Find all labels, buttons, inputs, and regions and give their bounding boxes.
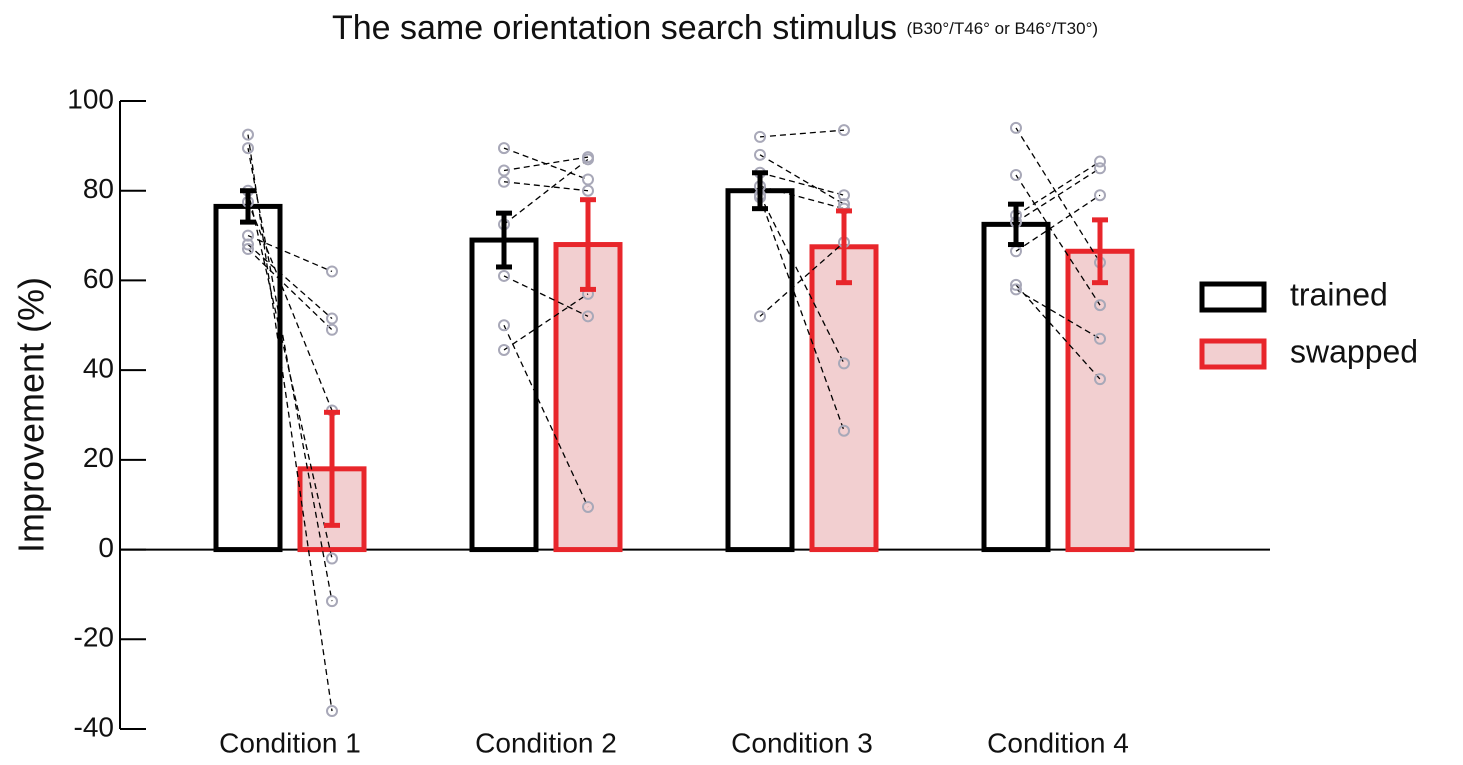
bar [809, 244, 879, 553]
subject-point [582, 310, 594, 323]
legend-swatch [1199, 281, 1267, 313]
error-bar [496, 210, 512, 270]
subject-line [1015, 161, 1101, 216]
bar [553, 242, 623, 553]
subject-line [1015, 127, 1101, 263]
subject-point [1010, 283, 1022, 296]
subject-line [503, 181, 589, 192]
error-bar [240, 188, 256, 225]
subject-line [247, 147, 333, 602]
subject-point [1094, 162, 1106, 175]
error-bar [836, 208, 852, 286]
subject-line [1015, 284, 1101, 380]
subject-point [326, 265, 338, 278]
subject-line [247, 234, 333, 273]
subject-point [754, 148, 766, 161]
subject-point [242, 128, 254, 141]
subject-point [582, 500, 594, 513]
subject-line [1015, 288, 1101, 340]
y-tick-label: 60 [83, 263, 114, 294]
subject-point [754, 310, 766, 323]
subject-point [498, 269, 510, 282]
subject-point [498, 343, 510, 356]
y-tick-label: -40 [74, 711, 114, 742]
y-tick-label: 100 [67, 83, 114, 114]
subject-point [326, 323, 338, 336]
y-tick-label: 0 [98, 532, 114, 563]
subject-point [1094, 155, 1106, 168]
bar [725, 188, 795, 553]
subject-line [503, 293, 589, 351]
subject-line [503, 275, 589, 317]
bar [1065, 248, 1135, 553]
subject-point [498, 175, 510, 188]
subject-point [498, 319, 510, 332]
x-tick-label: Condition 2 [475, 727, 617, 758]
subject-point [242, 142, 254, 155]
subject-point [1094, 373, 1106, 386]
subject-line [247, 190, 333, 559]
error-bar [752, 170, 768, 212]
subject-line [1015, 194, 1101, 252]
bar [981, 221, 1051, 553]
subject-line [759, 154, 845, 205]
subject-line [759, 129, 845, 138]
legend-label: swapped [1290, 333, 1418, 369]
subject-line [247, 244, 333, 320]
subject-point [498, 142, 510, 155]
subject-point [498, 164, 510, 177]
subject-point [582, 173, 594, 186]
error-bar [1092, 217, 1108, 286]
subject-point [326, 705, 338, 718]
subject-point [838, 124, 850, 137]
subject-point [326, 312, 338, 325]
subject-line [503, 158, 589, 225]
subject-line [247, 201, 333, 411]
y-tick-label: 20 [83, 442, 114, 473]
subject-point [242, 243, 254, 256]
subject-line [759, 185, 845, 210]
x-tick-label: Condition 3 [731, 727, 873, 758]
subject-point [754, 130, 766, 143]
error-bar [324, 409, 340, 528]
y-axis-label: Improvement (%) [11, 277, 52, 553]
subject-line [759, 172, 845, 196]
subject-line [1015, 174, 1101, 306]
subject-point [326, 595, 338, 608]
subject-point [1010, 278, 1022, 291]
subject-point [838, 424, 850, 437]
subject-line [759, 197, 845, 431]
subject-line [247, 134, 333, 712]
y-tick-label: 80 [83, 173, 114, 204]
y-tick-label: 40 [83, 353, 114, 384]
subject-point [838, 189, 850, 202]
subject-point [242, 229, 254, 242]
legend-label: trained [1290, 276, 1388, 312]
x-tick-label: Condition 4 [987, 727, 1129, 758]
subject-point [326, 552, 338, 565]
legend-swatch [1199, 338, 1267, 370]
subject-line [759, 241, 845, 317]
subject-point [1010, 121, 1022, 134]
subject-point [1094, 332, 1106, 345]
y-tick-label: -20 [74, 622, 114, 653]
error-bar [580, 197, 596, 292]
subject-point [582, 153, 594, 166]
subject-point [1094, 189, 1106, 202]
title-main: The same orientation search stimulus [332, 9, 897, 47]
subject-line [503, 325, 589, 508]
chart-title: The same orientation search stimulus (B3… [332, 9, 1098, 47]
title-sub: (B30°/T46° or B46°/T30°) [906, 19, 1098, 38]
subject-line [503, 156, 589, 172]
error-bar [1008, 201, 1024, 248]
subject-point [242, 238, 254, 251]
subject-line [1015, 167, 1101, 223]
subject-point [838, 357, 850, 370]
subject-point [1010, 169, 1022, 182]
subject-point [582, 184, 594, 197]
subject-point [1094, 299, 1106, 312]
x-tick-label: Condition 1 [219, 727, 361, 758]
